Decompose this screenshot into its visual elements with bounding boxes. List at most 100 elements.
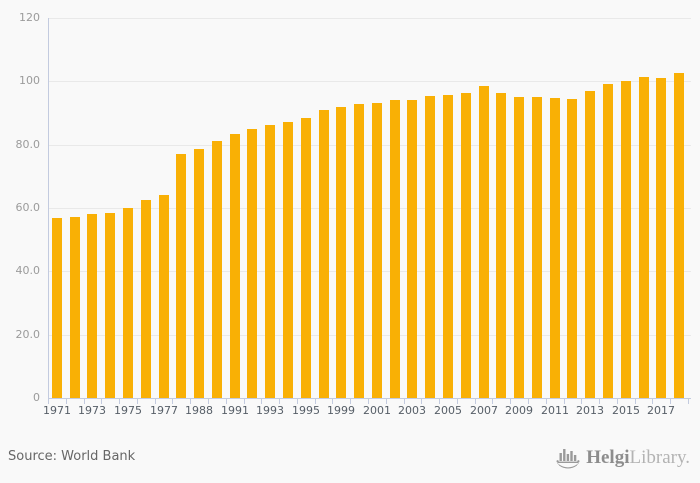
- bar-1976[interactable]: [141, 200, 151, 398]
- x-axis-tick: [297, 399, 298, 404]
- x-axis-tick-label: 1991: [221, 404, 249, 417]
- bar-2010[interactable]: [532, 97, 542, 398]
- x-axis-tick-label: 2013: [576, 404, 604, 417]
- bar-2007[interactable]: [479, 86, 489, 398]
- bar-1991[interactable]: [230, 134, 240, 398]
- x-axis-tick: [599, 399, 600, 404]
- x-axis-tick-label: 2017: [647, 404, 675, 417]
- x-axis-tick: [564, 399, 565, 404]
- bar-2000[interactable]: [354, 104, 364, 398]
- gridline-y-20.0: [48, 335, 691, 336]
- x-axis-tick-label: 1977: [150, 404, 178, 417]
- x-axis-tick-label: 1995: [292, 404, 320, 417]
- bar-2013[interactable]: [585, 91, 595, 398]
- bar-1988[interactable]: [194, 149, 204, 398]
- x-axis-line: [48, 398, 691, 399]
- bar-1974[interactable]: [105, 213, 115, 398]
- x-axis-tick: [404, 399, 405, 404]
- source-label: Source: World Bank: [8, 449, 136, 464]
- bar-1999[interactable]: [336, 107, 346, 398]
- x-axis-tick: [492, 399, 493, 404]
- bar-2001[interactable]: [372, 103, 382, 398]
- bar-1990[interactable]: [212, 141, 222, 398]
- x-axis-tick: [137, 399, 138, 404]
- y-axis-tick-label: 60.0: [15, 201, 41, 214]
- y-axis-tick-label: 80.0: [15, 138, 41, 151]
- x-axis-tick-label: 1973: [78, 404, 106, 417]
- x-axis-tick: [368, 399, 369, 404]
- bar-2017[interactable]: [656, 78, 666, 398]
- y-axis-tick-label: 40.0: [15, 264, 41, 277]
- x-axis-tick-label: 2001: [363, 404, 391, 417]
- helgi-library-logo[interactable]: HelgiLibrary.: [556, 446, 690, 470]
- bar-2003[interactable]: [407, 100, 417, 398]
- bar-1992[interactable]: [247, 129, 257, 398]
- bar-2018[interactable]: [674, 73, 684, 398]
- bar-1998[interactable]: [319, 110, 329, 398]
- bar-1995[interactable]: [301, 118, 311, 398]
- bar-1994[interactable]: [283, 122, 293, 398]
- x-axis-tick: [457, 399, 458, 404]
- gridline-y-80.0: [48, 145, 691, 146]
- x-axis-tick: [226, 399, 227, 404]
- bar-2016[interactable]: [639, 77, 649, 398]
- x-axis-tick: [546, 399, 547, 404]
- y-axis-line: [48, 18, 49, 398]
- x-axis-tick: [421, 399, 422, 404]
- x-axis-tick: [350, 399, 351, 404]
- y-axis-tick-label: 0: [33, 391, 40, 404]
- bar-2005[interactable]: [443, 95, 453, 398]
- x-axis-tick: [688, 399, 689, 404]
- bar-2004[interactable]: [425, 96, 435, 398]
- x-axis-tick-label: 1975: [114, 404, 142, 417]
- bar-1993[interactable]: [265, 125, 275, 398]
- x-axis-tick: [652, 399, 653, 404]
- bar-2006[interactable]: [461, 93, 471, 398]
- gridline-y-100: [48, 81, 691, 82]
- x-axis-tick-label: 2003: [398, 404, 426, 417]
- bar-2015[interactable]: [621, 81, 631, 398]
- x-axis-tick: [208, 399, 209, 404]
- x-axis-tick-label: 1993: [256, 404, 284, 417]
- x-axis-tick: [84, 399, 85, 404]
- y-axis-tick-label: 20.0: [15, 328, 41, 341]
- x-axis-tick-label: 1971: [43, 404, 71, 417]
- x-axis-tick: [475, 399, 476, 404]
- bar-2008[interactable]: [496, 93, 506, 398]
- bar-1972[interactable]: [70, 217, 80, 398]
- brand-name-primary: Helgi: [586, 447, 630, 468]
- x-axis-tick: [155, 399, 156, 404]
- x-axis-tick: [279, 399, 280, 404]
- x-axis-tick: [617, 399, 618, 404]
- x-axis-tick: [172, 399, 173, 404]
- x-axis-tick: [386, 399, 387, 404]
- x-axis-tick-label: 2005: [434, 404, 462, 417]
- bar-1975[interactable]: [123, 208, 133, 398]
- x-axis-tick: [119, 399, 120, 404]
- gridline-y-60.0: [48, 208, 691, 209]
- x-axis-tick: [101, 399, 102, 404]
- x-axis-tick: [510, 399, 511, 404]
- bar-2009[interactable]: [514, 97, 524, 398]
- x-axis-tick-label: 2007: [470, 404, 498, 417]
- bar-1987[interactable]: [176, 154, 186, 398]
- bar-1973[interactable]: [87, 214, 97, 398]
- bar-1977[interactable]: [159, 195, 169, 398]
- x-axis-tick: [244, 399, 245, 404]
- x-axis-tick: [261, 399, 262, 404]
- bar-2011[interactable]: [550, 98, 560, 398]
- bar-2012[interactable]: [567, 99, 577, 398]
- helgi-ship-icon: [556, 446, 582, 470]
- bar-1971[interactable]: [52, 218, 62, 398]
- x-axis-tick-label: 2015: [612, 404, 640, 417]
- gridline-y-120: [48, 18, 691, 19]
- x-axis-tick: [315, 399, 316, 404]
- bar-2014[interactable]: [603, 84, 613, 398]
- x-axis-tick: [635, 399, 636, 404]
- bar-2002[interactable]: [390, 100, 400, 398]
- x-axis-tick: [439, 399, 440, 404]
- x-axis-tick-label: 1988: [185, 404, 213, 417]
- x-axis-tick: [66, 399, 67, 404]
- x-axis-tick: [581, 399, 582, 404]
